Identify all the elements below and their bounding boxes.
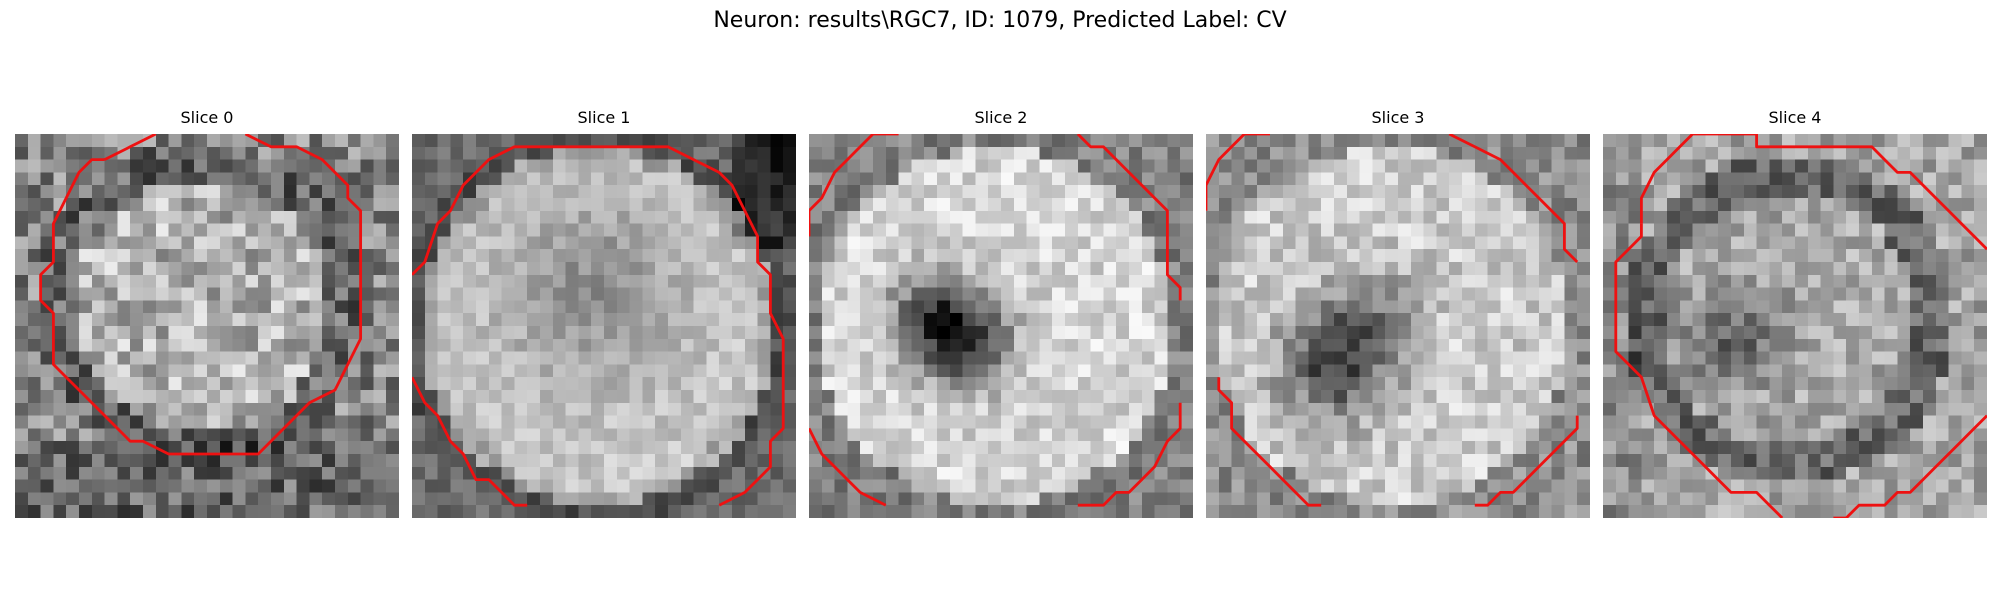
slice-image — [15, 134, 399, 518]
cell-contour-line — [1614, 223, 1784, 518]
slice-image — [412, 134, 796, 518]
slice-image — [809, 134, 1193, 518]
slice-title: Slice 2 — [974, 108, 1028, 127]
cell-contour-line — [1077, 402, 1182, 507]
cell-contour-line — [1639, 134, 1987, 251]
cell-contour-line — [412, 376, 528, 507]
cell-contour-line — [809, 134, 899, 237]
cell-contour-line — [809, 427, 887, 507]
slice-title: Slice 4 — [1768, 108, 1822, 127]
slice-title: Slice 0 — [180, 108, 234, 127]
slice-image — [1206, 134, 1590, 518]
cell-contour-line — [412, 145, 785, 507]
cell-contour-line — [1833, 414, 1987, 518]
cell-contour-line — [39, 134, 363, 456]
cell-contour-line — [1448, 134, 1579, 263]
figure-title: Neuron: results\RGC7, ID: 1079, Predicte… — [713, 8, 1287, 33]
cell-contour-line — [1206, 134, 1270, 211]
cell-contour-line — [1474, 415, 1579, 507]
slice-title: Slice 3 — [1371, 108, 1425, 127]
cell-contour-line — [1076, 134, 1182, 301]
slice-title: Slice 1 — [577, 108, 631, 127]
cell-contour-line — [103, 134, 157, 161]
cell-contour-line — [1217, 377, 1322, 507]
slice-image — [1603, 134, 1987, 518]
